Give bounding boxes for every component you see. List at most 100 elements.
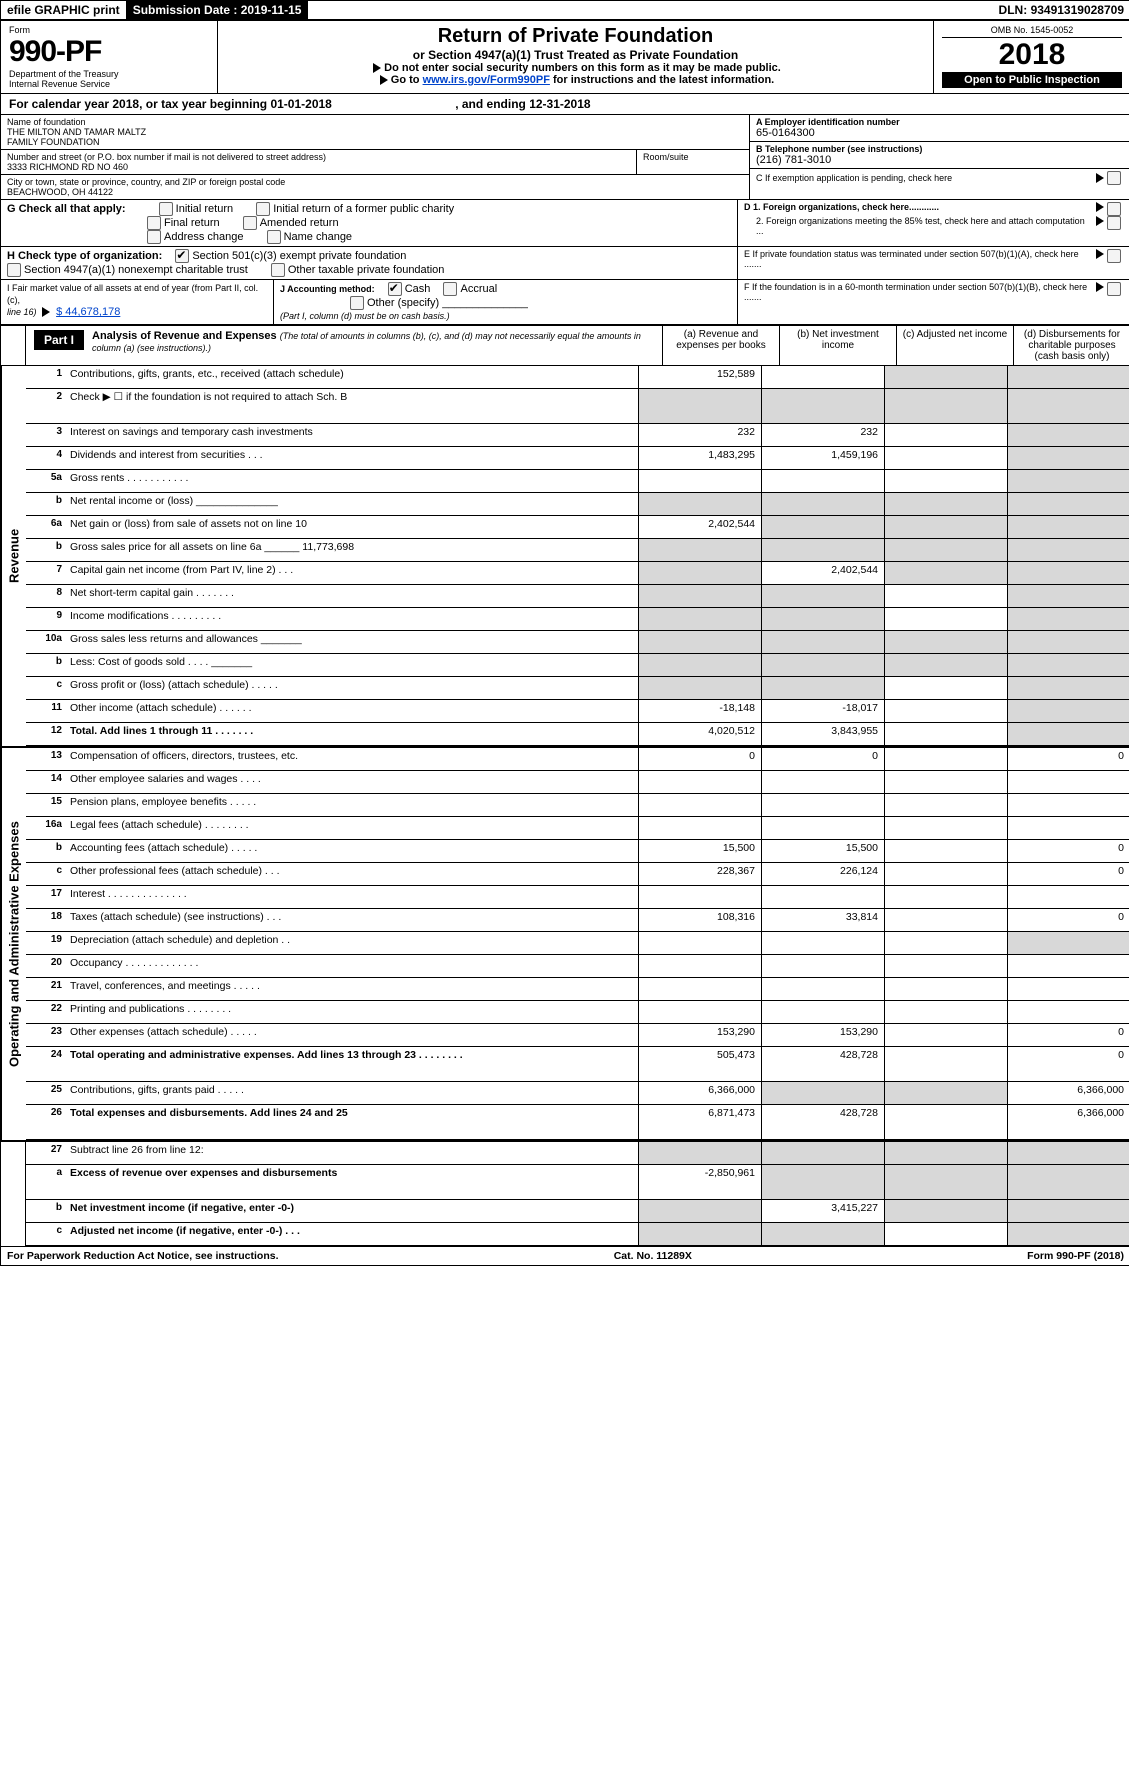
- cell: [884, 700, 1007, 722]
- cell: [884, 886, 1007, 908]
- row-num: 14: [26, 771, 66, 793]
- cash-checkbox[interactable]: [388, 282, 402, 296]
- d2-checkbox[interactable]: [1107, 216, 1121, 230]
- warn1: Do not enter social security numbers on …: [226, 62, 925, 74]
- initial-return-checkbox[interactable]: [159, 202, 173, 216]
- cell: [638, 932, 761, 954]
- cell: [638, 955, 761, 977]
- 4947-checkbox[interactable]: [7, 263, 21, 277]
- cell: [638, 654, 761, 676]
- address-change-checkbox[interactable]: [147, 230, 161, 244]
- ein-label: A Employer identification number: [756, 117, 1124, 127]
- tax-year: 2018: [942, 38, 1122, 72]
- cell: [1007, 955, 1129, 977]
- row-label: Total operating and administrative expen…: [66, 1047, 638, 1081]
- cell: 428,728: [761, 1047, 884, 1081]
- header-right: OMB No. 1545-0052 2018 Open to Public In…: [933, 21, 1129, 93]
- cell: [1007, 932, 1129, 954]
- cell: [638, 539, 761, 561]
- cell: [638, 886, 761, 908]
- accrual-checkbox[interactable]: [443, 282, 457, 296]
- cell: [761, 389, 884, 423]
- d1-checkbox[interactable]: [1107, 202, 1121, 216]
- ij-f-block: I Fair market value of all assets at end…: [1, 280, 1129, 325]
- row-label: Income modifications . . . . . . . . .: [66, 608, 638, 630]
- row-label: Other employee salaries and wages . . . …: [66, 771, 638, 793]
- amended-return-checkbox[interactable]: [243, 216, 257, 230]
- cell: [1007, 654, 1129, 676]
- 501c3-checkbox[interactable]: [175, 249, 189, 263]
- irs-link[interactable]: www.irs.gov/Form990PF: [423, 74, 550, 86]
- cell: [884, 654, 1007, 676]
- arrow-icon: [1096, 202, 1104, 212]
- table-row: cGross profit or (loss) (attach schedule…: [26, 677, 1129, 700]
- initial-former-checkbox[interactable]: [256, 202, 270, 216]
- other-taxable-checkbox[interactable]: [271, 263, 285, 277]
- cell: [761, 539, 884, 561]
- cell: [1007, 677, 1129, 699]
- row-num: 8: [26, 585, 66, 607]
- table-row: 5aGross rents . . . . . . . . . . .: [26, 470, 1129, 493]
- row-label: Total expenses and disbursements. Add li…: [66, 1105, 638, 1139]
- footer: For Paperwork Reduction Act Notice, see …: [1, 1246, 1129, 1265]
- cell: [761, 1223, 884, 1245]
- i-block: I Fair market value of all assets at end…: [1, 280, 274, 324]
- row-label: Subtract line 26 from line 12:: [66, 1142, 638, 1164]
- cell: [884, 817, 1007, 839]
- cell: [761, 654, 884, 676]
- header-mid: Return of Private Foundation or Section …: [218, 21, 933, 93]
- row-label: Gross rents . . . . . . . . . . .: [66, 470, 638, 492]
- part1-label: Part I: [34, 330, 84, 350]
- cell: [1007, 447, 1129, 469]
- h-e-block: H Check type of organization: Section 50…: [1, 247, 1129, 280]
- cell: 0: [1007, 863, 1129, 885]
- table-row: 17Interest . . . . . . . . . . . . . .: [26, 886, 1129, 909]
- cell: [884, 1223, 1007, 1245]
- cell: 232: [638, 424, 761, 446]
- c-checkbox[interactable]: [1107, 171, 1121, 185]
- header-left: Form 990-PF Department of the Treasury I…: [1, 21, 218, 93]
- addr-label: Number and street (or P.O. box number if…: [7, 152, 630, 162]
- footer-right: Form 990-PF (2018): [1027, 1250, 1124, 1262]
- table-row: 7Capital gain net income (from Part IV, …: [26, 562, 1129, 585]
- cell: [638, 817, 761, 839]
- cell: [1007, 794, 1129, 816]
- row-num: b: [26, 654, 66, 676]
- row-label: Other income (attach schedule) . . . . .…: [66, 700, 638, 722]
- cell: [638, 470, 761, 492]
- row-label: Compensation of officers, directors, tru…: [66, 748, 638, 770]
- table-row: 19Depreciation (attach schedule) and dep…: [26, 932, 1129, 955]
- row-num: 21: [26, 978, 66, 1000]
- part1-header: Part I Analysis of Revenue and Expenses …: [1, 325, 1129, 366]
- table-row: 21Travel, conferences, and meetings . . …: [26, 978, 1129, 1001]
- fmv-value: $ 44,678,178: [56, 306, 120, 318]
- cell: [638, 389, 761, 423]
- cell: 0: [638, 748, 761, 770]
- cell: [1007, 562, 1129, 584]
- table-row: 2Check ▶ ☐ if the foundation is not requ…: [26, 389, 1129, 424]
- other-method-checkbox[interactable]: [350, 296, 364, 310]
- e-checkbox[interactable]: [1107, 249, 1121, 263]
- cell: [1007, 608, 1129, 630]
- name-change-checkbox[interactable]: [267, 230, 281, 244]
- cell: [761, 470, 884, 492]
- final-return-checkbox[interactable]: [147, 216, 161, 230]
- cell: [638, 794, 761, 816]
- cell: 428,728: [761, 1105, 884, 1139]
- row-num: 19: [26, 932, 66, 954]
- row-num: 10a: [26, 631, 66, 653]
- row-num: 18: [26, 909, 66, 931]
- efile-label: efile GRAPHIC print: [1, 1, 127, 19]
- row-label: Contributions, gifts, grants, etc., rece…: [66, 366, 638, 388]
- row-num: 11: [26, 700, 66, 722]
- col-b-header: (b) Net investment income: [779, 326, 896, 365]
- h-block: H Check type of organization: Section 50…: [1, 247, 737, 279]
- cell: [884, 1165, 1007, 1199]
- row-label: Check ▶ ☐ if the foundation is not requi…: [66, 389, 638, 423]
- cell: 232: [761, 424, 884, 446]
- cell: [884, 562, 1007, 584]
- f-checkbox[interactable]: [1107, 282, 1121, 296]
- row-num: 9: [26, 608, 66, 630]
- table-row: 6aNet gain or (loss) from sale of assets…: [26, 516, 1129, 539]
- table-row: bLess: Cost of goods sold . . . . ______…: [26, 654, 1129, 677]
